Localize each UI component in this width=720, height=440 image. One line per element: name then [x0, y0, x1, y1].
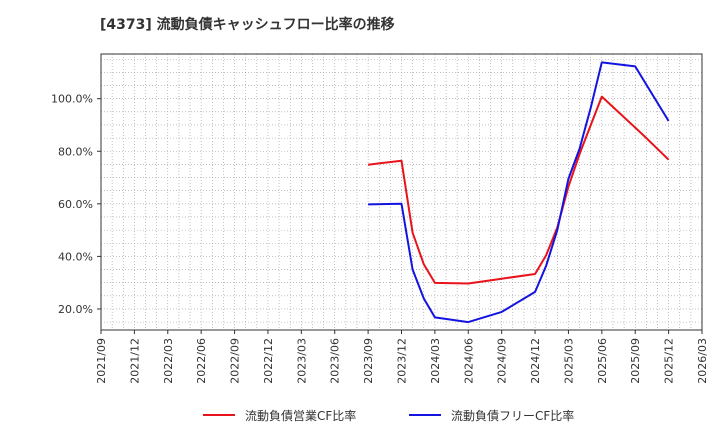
x-tick-label: 2026/03	[696, 338, 709, 384]
legend-label-1: 流動負債営業CF比率	[245, 408, 356, 423]
x-tick-label: 2025/03	[562, 338, 575, 384]
series-layer	[367, 61, 670, 324]
series-line-2	[368, 61, 670, 324]
series-line-1	[367, 95, 670, 285]
legend-layer: 流動負債営業CF比率 流動負債フリーCF比率	[203, 408, 574, 423]
chart-title: [4373] 流動負債キャッシュフロー比率の推移	[100, 17, 395, 33]
y-tick-label: 80.0%	[58, 145, 93, 158]
axis-layer: 20.0% 40.0% 60.0% 80.0% 100.0% 2021/09 2021/12…	[51, 53, 709, 384]
x-tick-label: 2022/03	[162, 338, 175, 384]
y-tick-label: 60.0%	[58, 198, 93, 211]
y-tick-label: 40.0%	[58, 250, 93, 263]
x-tick-label: 2023/06	[329, 338, 342, 384]
x-tick-label: 2024/09	[496, 338, 509, 384]
x-tick-label: 2022/09	[229, 338, 242, 384]
y-tick-label: 100.0%	[51, 93, 93, 106]
x-tick-label: 2023/09	[362, 338, 375, 384]
y-tick-label: 20.0%	[58, 303, 93, 316]
grid-layer	[101, 54, 702, 330]
x-tick-label: 2022/06	[195, 338, 208, 384]
legend-label-2: 流動負債フリーCF比率	[451, 408, 574, 423]
x-tick-label: 2022/12	[262, 338, 275, 384]
x-tick-label: 2021/09	[95, 338, 108, 384]
x-tick-label: 2025/12	[663, 338, 676, 384]
x-tick-label: 2023/03	[295, 338, 308, 384]
x-tick-label: 2024/03	[429, 338, 442, 384]
x-tick-label: 2024/12	[529, 338, 542, 384]
x-tick-label: 2025/06	[596, 338, 609, 384]
x-tick-label: 2024/06	[462, 338, 475, 384]
x-tick-label: 2025/09	[629, 338, 642, 384]
x-tick-label: 2023/12	[396, 338, 409, 384]
x-tick-label: 2021/12	[128, 338, 141, 384]
